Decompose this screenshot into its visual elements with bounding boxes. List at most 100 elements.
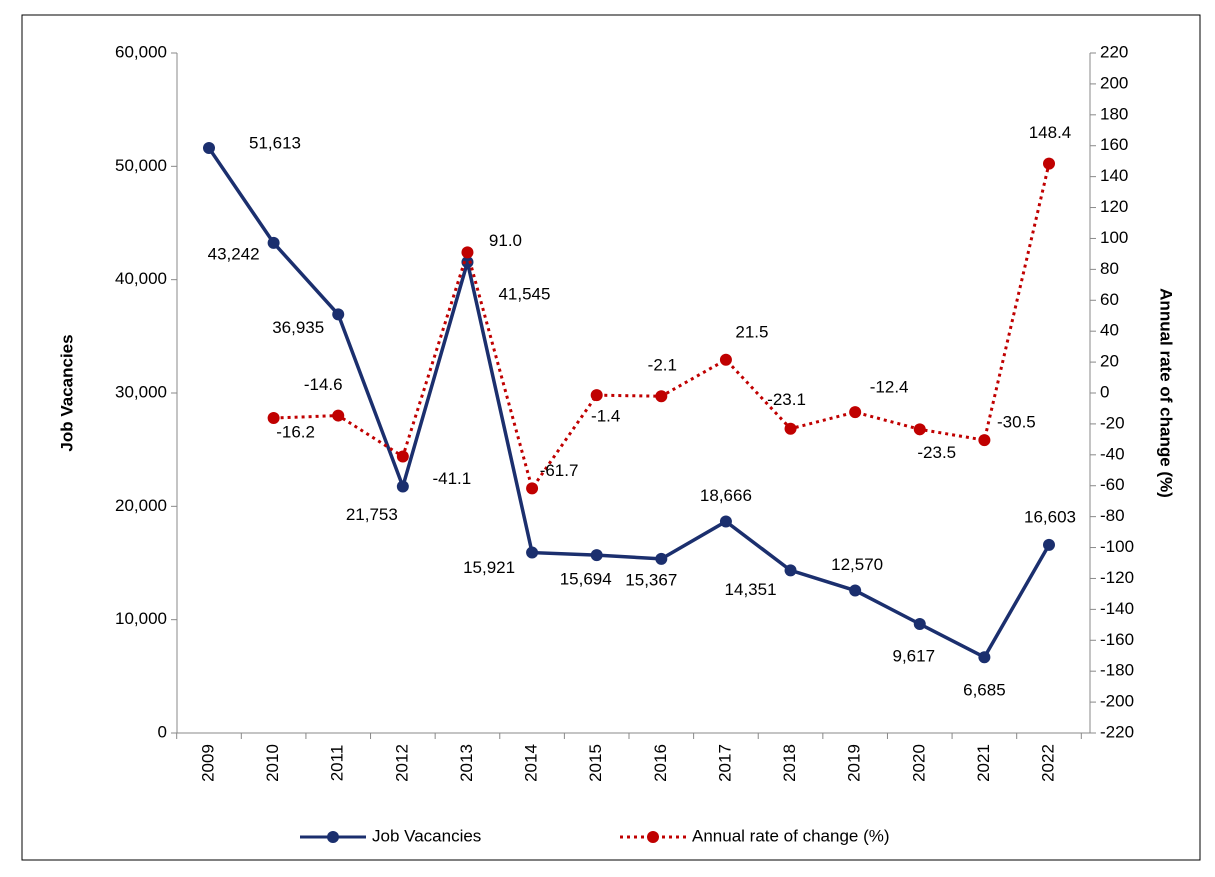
- data-point: [784, 564, 797, 577]
- data-point: [978, 651, 991, 664]
- data-point: [526, 546, 539, 559]
- data-label: -61.7: [540, 461, 579, 480]
- y2-tick-label: 80: [1100, 259, 1119, 278]
- x-tick-label: 2018: [780, 744, 799, 782]
- x-tick-label: 2015: [586, 744, 605, 782]
- y2-tick-label: -180: [1100, 661, 1134, 680]
- data-label: -41.1: [432, 469, 471, 488]
- y-axis-title: Job Vacancies: [57, 334, 76, 451]
- y-tick-label: 10,000: [115, 609, 167, 628]
- y2-tick-label: 160: [1100, 135, 1128, 154]
- data-point: [655, 552, 668, 565]
- data-point: [784, 422, 797, 435]
- data-label: 43,242: [208, 244, 260, 263]
- y2-tick-label: -80: [1100, 506, 1125, 525]
- data-point: [590, 389, 603, 402]
- data-point: [719, 515, 732, 528]
- data-point: [1043, 157, 1055, 170]
- data-label: -30.5: [997, 413, 1036, 432]
- data-label: 41,545: [498, 285, 550, 304]
- data-point: [978, 434, 991, 447]
- data-point: [267, 236, 280, 249]
- data-point: [526, 482, 539, 495]
- y2-tick-label: -200: [1100, 692, 1134, 711]
- data-point: [203, 142, 215, 155]
- x-tick-label: 2010: [263, 744, 282, 782]
- data-label: 15,367: [625, 570, 677, 589]
- data-label: -23.5: [917, 443, 956, 462]
- y-tick-label: 30,000: [115, 382, 167, 401]
- y2-tick-label: -60: [1100, 475, 1125, 494]
- y2-tick-label: -20: [1100, 413, 1125, 432]
- x-tick-label: 2016: [651, 744, 670, 782]
- x-tick-label: 2019: [845, 744, 864, 782]
- data-point: [396, 450, 409, 463]
- data-point: [655, 390, 668, 403]
- x-tick-label: 2017: [715, 744, 734, 782]
- data-label: 6,685: [963, 681, 1006, 700]
- data-point: [267, 412, 280, 425]
- chart-frame: [21, 14, 1201, 861]
- data-point: [461, 256, 474, 269]
- series-line: [207, 147, 1051, 660]
- data-label: 9,617: [892, 646, 935, 665]
- x-tick-label: 2021: [974, 744, 993, 782]
- y2-tick-label: 220: [1100, 42, 1128, 61]
- data-label: 12,570: [831, 555, 883, 574]
- data-point: [461, 246, 474, 259]
- x-tick-label: 2020: [909, 744, 928, 782]
- data-label: -14.6: [304, 375, 343, 394]
- y2-tick-label: 140: [1100, 166, 1128, 185]
- y2-tick-label: 120: [1100, 197, 1128, 216]
- x-tick-label: 2012: [392, 744, 411, 782]
- data-label: 36,935: [272, 318, 324, 337]
- y2-tick-label: 60: [1100, 290, 1119, 309]
- data-label: 15,694: [560, 570, 612, 589]
- data-label: 148.4: [1029, 123, 1072, 142]
- data-label: 14,351: [725, 580, 777, 599]
- y2-tick-label: 200: [1100, 73, 1128, 92]
- y2-tick-label: 0: [1100, 382, 1109, 401]
- legend-label: Job Vacancies: [372, 826, 481, 845]
- y2-tick-label: -220: [1100, 722, 1134, 741]
- x-tick-label: 2009: [198, 744, 217, 782]
- y2-tick-label: -120: [1100, 568, 1134, 587]
- data-label: -12.4: [870, 378, 909, 397]
- data-label: -23.1: [767, 390, 806, 409]
- data-point: [913, 423, 926, 436]
- data-label: 16,603: [1024, 507, 1076, 526]
- y2-tick-label: 40: [1100, 321, 1119, 340]
- data-point: [396, 480, 409, 493]
- y-tick-label: 20,000: [115, 496, 167, 515]
- x-tick-label: 2013: [457, 744, 476, 782]
- y2-tick-label: 20: [1100, 352, 1119, 371]
- x-tick-label: 2014: [522, 744, 541, 782]
- y-tick-label: 60,000: [115, 42, 167, 61]
- x-tick-label: 2022: [1038, 744, 1057, 782]
- data-label: 51,613: [249, 134, 301, 153]
- legend-marker: [647, 831, 659, 843]
- y2-axis-title: Annual rate of change (%): [1157, 288, 1176, 498]
- legend-label: Annual rate of change (%): [692, 826, 890, 845]
- y-tick-label: 50,000: [115, 156, 167, 175]
- data-point: [913, 618, 926, 631]
- data-point: [1043, 538, 1055, 551]
- y2-tick-label: -40: [1100, 444, 1125, 463]
- data-point: [849, 406, 862, 419]
- y2-tick-label: 100: [1100, 228, 1128, 247]
- y2-tick-label: -140: [1100, 599, 1134, 618]
- y2-tick-label: 180: [1100, 104, 1128, 123]
- data-label: 18,666: [700, 486, 752, 505]
- y-tick-label: 40,000: [115, 269, 167, 288]
- data-label: 15,921: [463, 558, 515, 577]
- data-label: -1.4: [591, 407, 620, 426]
- y2-tick-label: -160: [1100, 630, 1134, 649]
- y2-tick-label: -100: [1100, 537, 1134, 556]
- legend-marker: [327, 831, 339, 843]
- y-tick-label: 0: [158, 722, 167, 741]
- data-label: 21.5: [735, 322, 768, 341]
- x-tick-label: 2011: [328, 745, 347, 782]
- data-label: -16.2: [276, 423, 315, 442]
